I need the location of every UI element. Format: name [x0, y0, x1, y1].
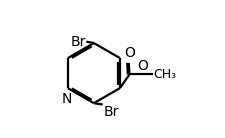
Text: O: O: [124, 46, 134, 60]
Text: CH₃: CH₃: [152, 68, 176, 81]
Text: Br: Br: [103, 105, 118, 119]
Text: N: N: [62, 91, 72, 106]
Text: O: O: [137, 59, 148, 73]
Text: Br: Br: [70, 35, 85, 49]
